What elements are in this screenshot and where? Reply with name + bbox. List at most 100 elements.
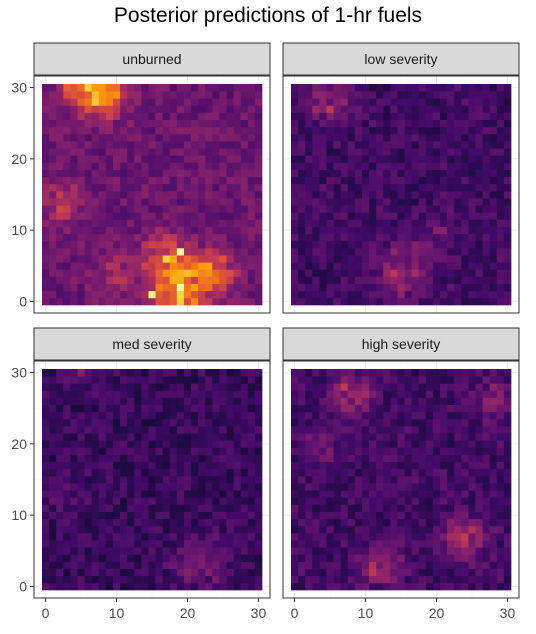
heat-cell — [475, 262, 483, 270]
heat-cell — [461, 418, 469, 427]
heat-cell — [183, 176, 192, 185]
heat-cell — [127, 212, 135, 220]
heat-cell — [298, 112, 306, 120]
heat-cell — [226, 397, 234, 405]
heat-cell — [226, 205, 234, 213]
heat-cell — [77, 290, 85, 299]
heat-cell — [383, 547, 391, 555]
heat-cell — [361, 532, 370, 541]
heat-cell — [155, 133, 163, 142]
heat-cell — [155, 490, 163, 498]
heat-cell — [56, 483, 64, 491]
heat-cell — [347, 383, 356, 391]
heat-cell — [326, 411, 334, 420]
heat-cell — [361, 554, 370, 562]
heat-cell — [312, 148, 320, 156]
heat-cell — [291, 155, 299, 163]
heat-cell — [112, 148, 121, 156]
heat-cell — [212, 297, 220, 306]
heat-cell — [298, 155, 306, 163]
heat-cell — [496, 276, 505, 284]
heat-cell — [191, 219, 199, 227]
heat-cell — [432, 255, 441, 263]
heat-cell — [418, 497, 427, 505]
heat-cell — [461, 84, 469, 92]
heat-cell — [56, 540, 64, 548]
heat-cell — [496, 518, 505, 527]
heat-cell — [411, 105, 420, 113]
heat-cell — [418, 133, 427, 142]
heat-cell — [418, 390, 427, 398]
heat-cell — [454, 497, 462, 505]
heat-cell — [120, 198, 128, 206]
heat-cell — [326, 262, 334, 270]
heat-cell — [141, 269, 149, 277]
heat-cell — [305, 525, 313, 534]
heat-cell — [148, 568, 156, 577]
heat-cell — [183, 540, 192, 548]
heat-cell — [191, 390, 199, 398]
heat-cell — [219, 226, 227, 235]
heat-cell — [397, 219, 405, 227]
heat-cell — [162, 276, 171, 284]
heat-cell — [240, 525, 249, 534]
heat-cell — [120, 376, 128, 384]
heat-cell — [454, 483, 462, 491]
heat-cell — [404, 119, 412, 128]
heat-cell — [475, 547, 483, 555]
heat-cell — [440, 155, 448, 163]
heat-cell — [112, 568, 121, 577]
heat-cell — [298, 490, 306, 498]
heat-cell — [127, 255, 135, 263]
heat-cell — [240, 297, 249, 306]
heat-cell — [42, 84, 50, 92]
heat-cell — [162, 105, 171, 113]
heat-cell — [482, 226, 491, 235]
heat-cell — [347, 219, 356, 227]
heat-cell — [376, 283, 384, 292]
heat-cell — [397, 205, 405, 213]
heat-cell — [503, 190, 512, 199]
heat-cell — [120, 247, 128, 256]
heat-cell — [134, 269, 142, 277]
heat-cell — [183, 532, 192, 541]
heat-cell — [503, 133, 512, 142]
heat-cell — [489, 169, 498, 178]
heat-cell — [134, 575, 142, 584]
heat-cell — [369, 383, 377, 391]
heat-cell — [468, 426, 476, 434]
heat-cell — [461, 219, 469, 227]
heat-cell — [91, 532, 100, 541]
heat-cell — [91, 247, 100, 256]
heat-cell — [411, 297, 420, 306]
heat-cell — [155, 141, 163, 149]
heat-cell — [461, 504, 469, 512]
heat-cell — [105, 169, 114, 178]
heat-cell — [105, 233, 114, 242]
heat-cell — [63, 475, 71, 484]
heat-cell — [347, 126, 356, 135]
heat-cell — [155, 582, 163, 591]
heat-cell — [425, 404, 434, 413]
heat-cell — [503, 475, 512, 484]
heat-cell — [183, 568, 192, 577]
heat-cell — [298, 561, 306, 569]
heat-cell — [376, 426, 384, 434]
heat-cell — [390, 554, 398, 562]
heat-cell — [205, 176, 213, 185]
heat-cell — [176, 190, 185, 199]
heat-cell — [447, 390, 455, 398]
heat-cell — [56, 119, 64, 128]
heat-cell — [482, 155, 491, 163]
heat-cell — [198, 141, 206, 149]
heat-cell — [291, 447, 299, 455]
heat-cell — [319, 126, 327, 135]
heat-cell — [127, 233, 135, 242]
heat-cell — [418, 383, 427, 391]
heat-cell — [205, 262, 213, 270]
heat-cell — [105, 426, 114, 434]
heat-cell — [148, 255, 156, 263]
heat-cell — [42, 183, 50, 192]
heat-cell — [475, 433, 483, 441]
heat-cell — [134, 255, 142, 263]
